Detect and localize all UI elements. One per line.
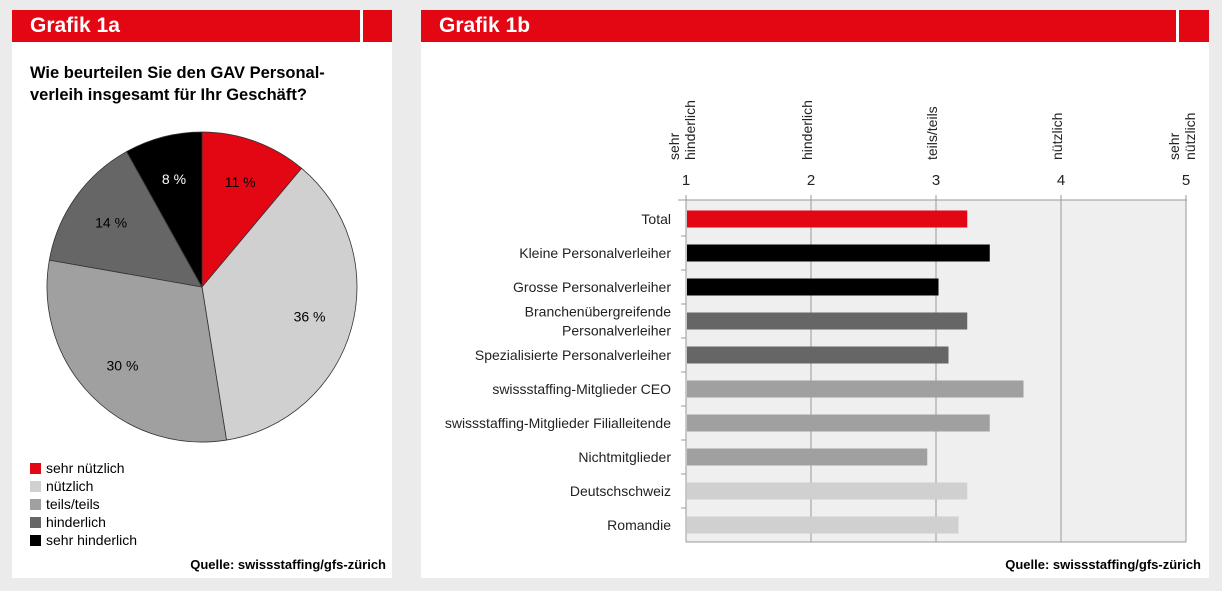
category-label: Deutschschweiz — [570, 483, 671, 499]
bar — [687, 346, 949, 364]
legend-item: sehr nützlich — [30, 459, 137, 477]
x-tick-label: 2 — [807, 172, 815, 189]
category-label: swissstaffing-Mitglieder CEO — [492, 381, 671, 397]
pie-chart: 11 % 36 % 30 % 14 % 8 % — [46, 131, 358, 443]
x-axis-category-label: sehr — [1166, 132, 1182, 160]
question-line-2: verleih insgesamt für Ihr Geschäft? — [30, 86, 307, 104]
category-label: Branchenübergreifende — [525, 304, 672, 320]
bar — [687, 380, 1024, 398]
pie-label-4: 8 % — [162, 171, 186, 187]
legend-swatch — [30, 516, 41, 528]
category-label: Nichtmitglieder — [578, 449, 671, 465]
bar — [687, 448, 928, 466]
source-note: Quelle: swissstaffing/gfs-zürich — [1005, 557, 1201, 572]
legend-label: nützlich — [46, 478, 94, 494]
legend-swatch — [30, 534, 41, 546]
source-note: Quelle: swissstaffing/gfs-zürich — [190, 557, 386, 572]
legend-swatch — [30, 498, 41, 510]
category-label: Personalverleiher — [562, 323, 671, 339]
pie-slice-4 — [126, 131, 203, 289]
category-label: Total — [641, 211, 671, 227]
bar — [687, 312, 968, 330]
pie-slice-0 — [201, 131, 303, 289]
x-axis-category-label: hinderlich — [799, 100, 815, 160]
bar — [687, 414, 990, 432]
bar — [687, 278, 939, 296]
x-tick-label: 1 — [682, 172, 690, 189]
header-accent — [1179, 10, 1209, 42]
x-axis-category-label: hinderlich — [682, 100, 698, 160]
question-line-1: Wie beurteilen Sie den GAV Personal- — [30, 64, 325, 82]
legend-label: hinderlich — [46, 514, 106, 530]
x-tick-label: 4 — [1057, 172, 1065, 189]
bar — [687, 516, 959, 534]
x-axis-category-label: teils/teils — [924, 106, 940, 160]
legend-swatch — [30, 480, 41, 492]
legend-item: sehr hinderlich — [30, 531, 137, 549]
legend-label: teils/teils — [46, 496, 100, 512]
x-axis-category-label: nützlich — [1182, 113, 1198, 160]
chart-question: Wie beurteilen Sie den GAV Personal- ver… — [30, 62, 325, 106]
legend-swatch — [30, 462, 41, 474]
category-label: Grosse Personalverleiher — [513, 279, 671, 295]
category-label: swissstaffing-Mitglieder Filialleitende — [445, 415, 671, 431]
legend-item: nützlich — [30, 477, 137, 495]
panel-header-1b: Grafik 1b — [421, 10, 1176, 42]
panel-grafik-1b: Grafik 1b 1 sehr hinderlich 2 hinderlich 3 tei… — [421, 10, 1209, 578]
pie-legend: sehr nützlich nützlich teils/teils hinderli… — [30, 459, 137, 549]
pie-slice-2 — [46, 259, 227, 443]
category-label: Romandie — [607, 517, 671, 533]
panel-grafik-1a: Grafik 1a Wie beurteilen Sie den GAV Per… — [12, 10, 392, 578]
legend-label: sehr nützlich — [46, 460, 125, 476]
header-accent — [363, 10, 392, 42]
bar — [687, 244, 990, 262]
x-axis-category-label: nützlich — [1049, 113, 1065, 160]
x-axis-category-label: sehr — [666, 132, 682, 160]
legend-item: hinderlich — [30, 513, 137, 531]
legend-item: teils/teils — [30, 495, 137, 513]
category-label: Spezialisierte Personalverleiher — [475, 347, 671, 363]
bar — [687, 210, 968, 228]
panel-header-1a: Grafik 1a — [12, 10, 360, 42]
x-tick-label: 3 — [932, 172, 940, 189]
pie-slice-3 — [48, 151, 203, 288]
pie-label-0: 11 % — [225, 174, 256, 190]
x-tick-label: 5 — [1182, 172, 1190, 189]
pie-label-1: 36 % — [294, 309, 326, 325]
pie-label-2: 30 % — [107, 357, 139, 373]
category-label: Kleine Personalverleiher — [519, 245, 671, 261]
bar — [687, 482, 968, 500]
pie-slice-1 — [201, 167, 358, 441]
pie-label-3: 14 % — [95, 214, 127, 230]
legend-label: sehr hinderlich — [46, 532, 138, 548]
